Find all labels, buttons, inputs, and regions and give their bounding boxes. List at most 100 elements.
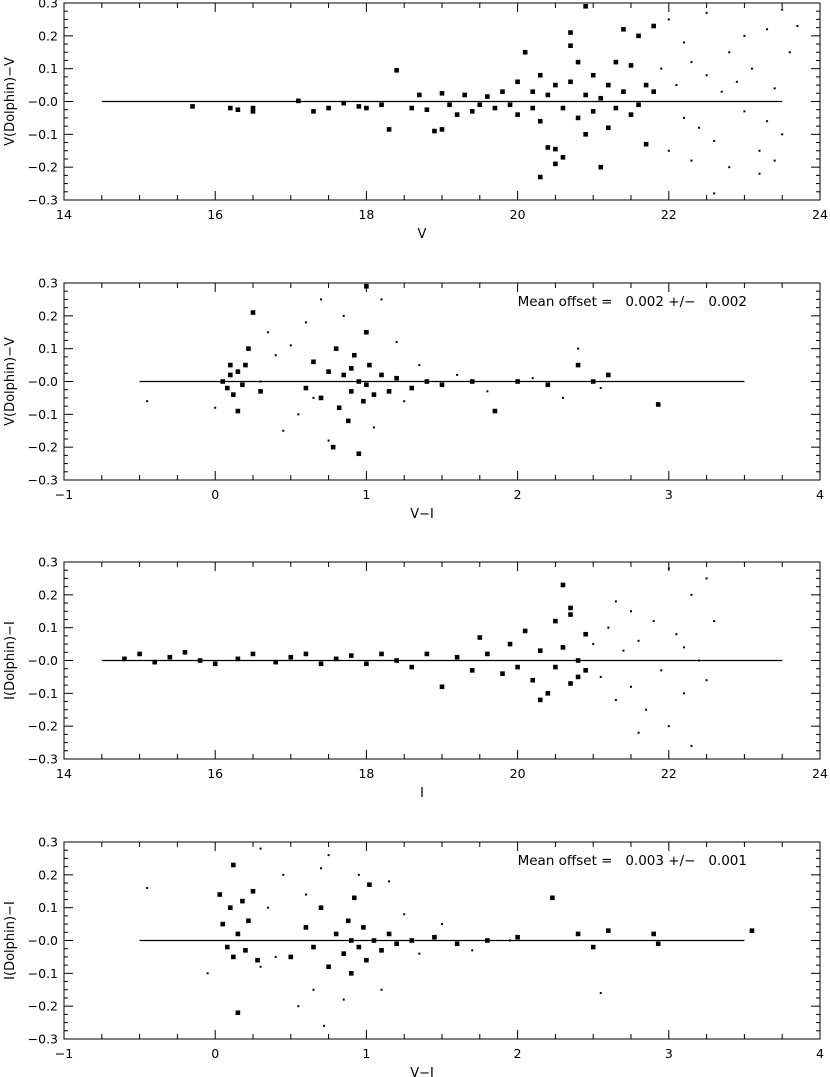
data-point <box>537 648 543 653</box>
y-tick-label: 0.2 <box>38 308 58 323</box>
data-point <box>522 49 528 55</box>
data-point-small <box>705 11 708 14</box>
data-point <box>568 605 573 611</box>
data-point-small <box>766 28 769 31</box>
data-point <box>394 658 399 663</box>
data-point <box>348 938 354 943</box>
y-tick-label: −0.3 <box>28 473 58 488</box>
y-tick-label: −0.3 <box>28 1032 58 1047</box>
data-point-small <box>698 126 701 129</box>
data-point <box>568 30 573 35</box>
y-tick-label: 0.1 <box>38 341 58 356</box>
data-point-small <box>403 400 406 403</box>
data-point-small <box>372 426 375 429</box>
x-tick-label: 14 <box>56 207 72 222</box>
data-point-small <box>327 439 330 442</box>
data-point-small <box>486 390 489 393</box>
data-point <box>356 944 362 950</box>
data-point <box>228 362 233 368</box>
data-point-small <box>705 74 708 77</box>
data-point <box>379 651 384 657</box>
data-point <box>364 661 369 667</box>
data-point-small <box>323 1024 326 1027</box>
data-point-small <box>599 675 602 678</box>
data-point <box>424 107 430 113</box>
data-point <box>507 102 513 108</box>
x-tick-label: 16 <box>207 207 223 222</box>
data-point <box>122 656 127 662</box>
data-point <box>545 145 551 150</box>
y-tick-label: 0.2 <box>38 867 58 882</box>
data-point <box>590 72 596 78</box>
data-point-small <box>441 923 443 926</box>
data-point-small <box>781 8 784 11</box>
data-point-small <box>320 867 323 870</box>
x-tick-label: 18 <box>358 766 374 781</box>
data-point-small <box>645 708 648 711</box>
data-point <box>336 405 342 411</box>
data-point <box>454 941 460 947</box>
y-tick-label: −0.1 <box>28 127 58 142</box>
x-tick-label: 22 <box>661 766 677 781</box>
data-point <box>500 89 505 94</box>
data-point-small <box>388 880 391 883</box>
data-point <box>462 92 467 98</box>
data-point <box>220 379 226 384</box>
data-point-small <box>289 344 292 347</box>
data-point <box>224 385 230 391</box>
data-point <box>530 89 536 94</box>
data-point-small <box>698 659 701 662</box>
data-point-small <box>735 80 738 83</box>
data-point-small <box>509 939 512 942</box>
data-point <box>583 3 588 9</box>
x-tick-label: 0 <box>211 1046 219 1061</box>
data-point <box>231 862 236 868</box>
data-point <box>613 105 619 111</box>
data-point-small <box>146 400 149 403</box>
data-point <box>246 346 251 351</box>
data-point <box>333 931 339 937</box>
data-point <box>417 92 422 98</box>
data-point-small <box>297 1005 300 1008</box>
data-point <box>469 668 475 673</box>
data-point <box>235 369 241 374</box>
data-point <box>243 362 248 368</box>
data-point-small <box>320 298 323 301</box>
data-point <box>345 418 351 424</box>
data-point <box>651 931 656 937</box>
data-point <box>530 677 536 683</box>
data-point <box>409 664 415 670</box>
data-point-small <box>274 354 277 357</box>
data-point <box>606 928 611 933</box>
data-point-small <box>471 949 474 952</box>
data-point <box>598 95 604 101</box>
data-point <box>341 100 347 106</box>
data-point <box>550 895 555 901</box>
data-point-small <box>743 110 746 113</box>
x-tick-label: 3 <box>665 487 673 502</box>
data-point-small <box>667 725 670 728</box>
data-point <box>356 379 362 384</box>
data-point <box>439 127 445 132</box>
y-tick-label: −0.3 <box>28 193 58 208</box>
y-tick-label: 0.3 <box>38 835 58 850</box>
data-point <box>386 127 392 132</box>
data-point <box>477 635 483 640</box>
data-point <box>643 82 649 88</box>
data-point-small <box>705 577 708 580</box>
data-point <box>553 618 558 624</box>
data-point <box>409 105 415 111</box>
x-tick-label: 20 <box>510 207 526 222</box>
data-point-small <box>312 396 315 399</box>
x-tick-label: 0 <box>211 487 219 502</box>
data-point <box>515 112 520 117</box>
data-point-small <box>267 906 270 909</box>
data-point-small <box>675 633 678 636</box>
data-point <box>621 26 626 32</box>
y-tick-label: −0.2 <box>28 160 58 175</box>
data-point <box>522 628 528 634</box>
data-point-small <box>599 387 602 390</box>
data-point <box>235 656 241 662</box>
data-point-small <box>750 67 753 70</box>
data-point <box>553 664 558 670</box>
